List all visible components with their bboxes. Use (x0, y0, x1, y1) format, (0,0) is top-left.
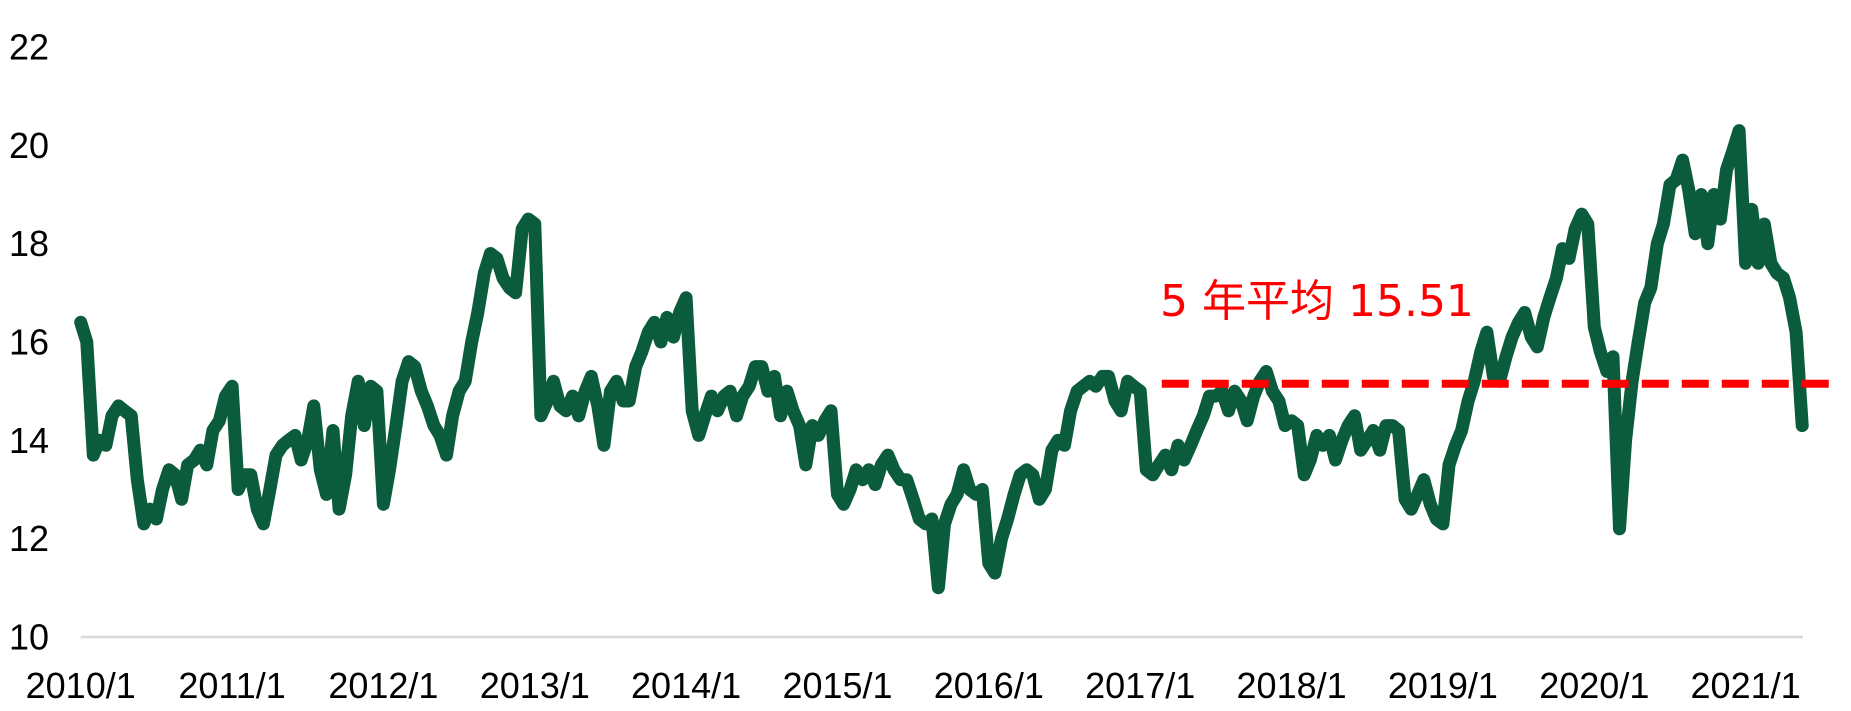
y-tick-label: 18 (9, 223, 49, 264)
y-axis-tick-labels: 10 12 14 16 18 20 22 (9, 27, 49, 658)
x-tick-label: 2010/1 (26, 665, 136, 706)
x-tick-label: 2014/1 (631, 665, 741, 706)
y-tick-label: 12 (9, 518, 49, 559)
series-group (74, 124, 1809, 595)
x-tick-label: 2018/1 (1237, 665, 1347, 706)
y-tick-label: 10 (9, 617, 49, 658)
y-tick-label: 20 (9, 125, 49, 166)
x-tick-label: 2021/1 (1691, 665, 1801, 706)
x-tick-label: 2017/1 (1085, 665, 1195, 706)
x-axis-tick-labels: 2010/1 2011/1 2012/1 2013/1 2014/1 2015/1 2016… (26, 665, 1801, 706)
average-label: 5 年平均 15.51 (1160, 276, 1474, 327)
x-tick-label: 2011/1 (178, 665, 285, 706)
x-tick-label: 2013/1 (480, 665, 590, 706)
x-tick-label: 2012/1 (328, 665, 438, 706)
x-tick-label: 2016/1 (934, 665, 1044, 706)
y-tick-label: 22 (9, 27, 49, 68)
x-tick-label: 2015/1 (782, 665, 892, 706)
y-tick-label: 14 (9, 420, 49, 461)
y-tick-label: 16 (9, 322, 49, 363)
x-tick-label: 2020/1 (1539, 665, 1649, 706)
x-tick-label: 2019/1 (1388, 665, 1498, 706)
series-line (74, 124, 1809, 595)
